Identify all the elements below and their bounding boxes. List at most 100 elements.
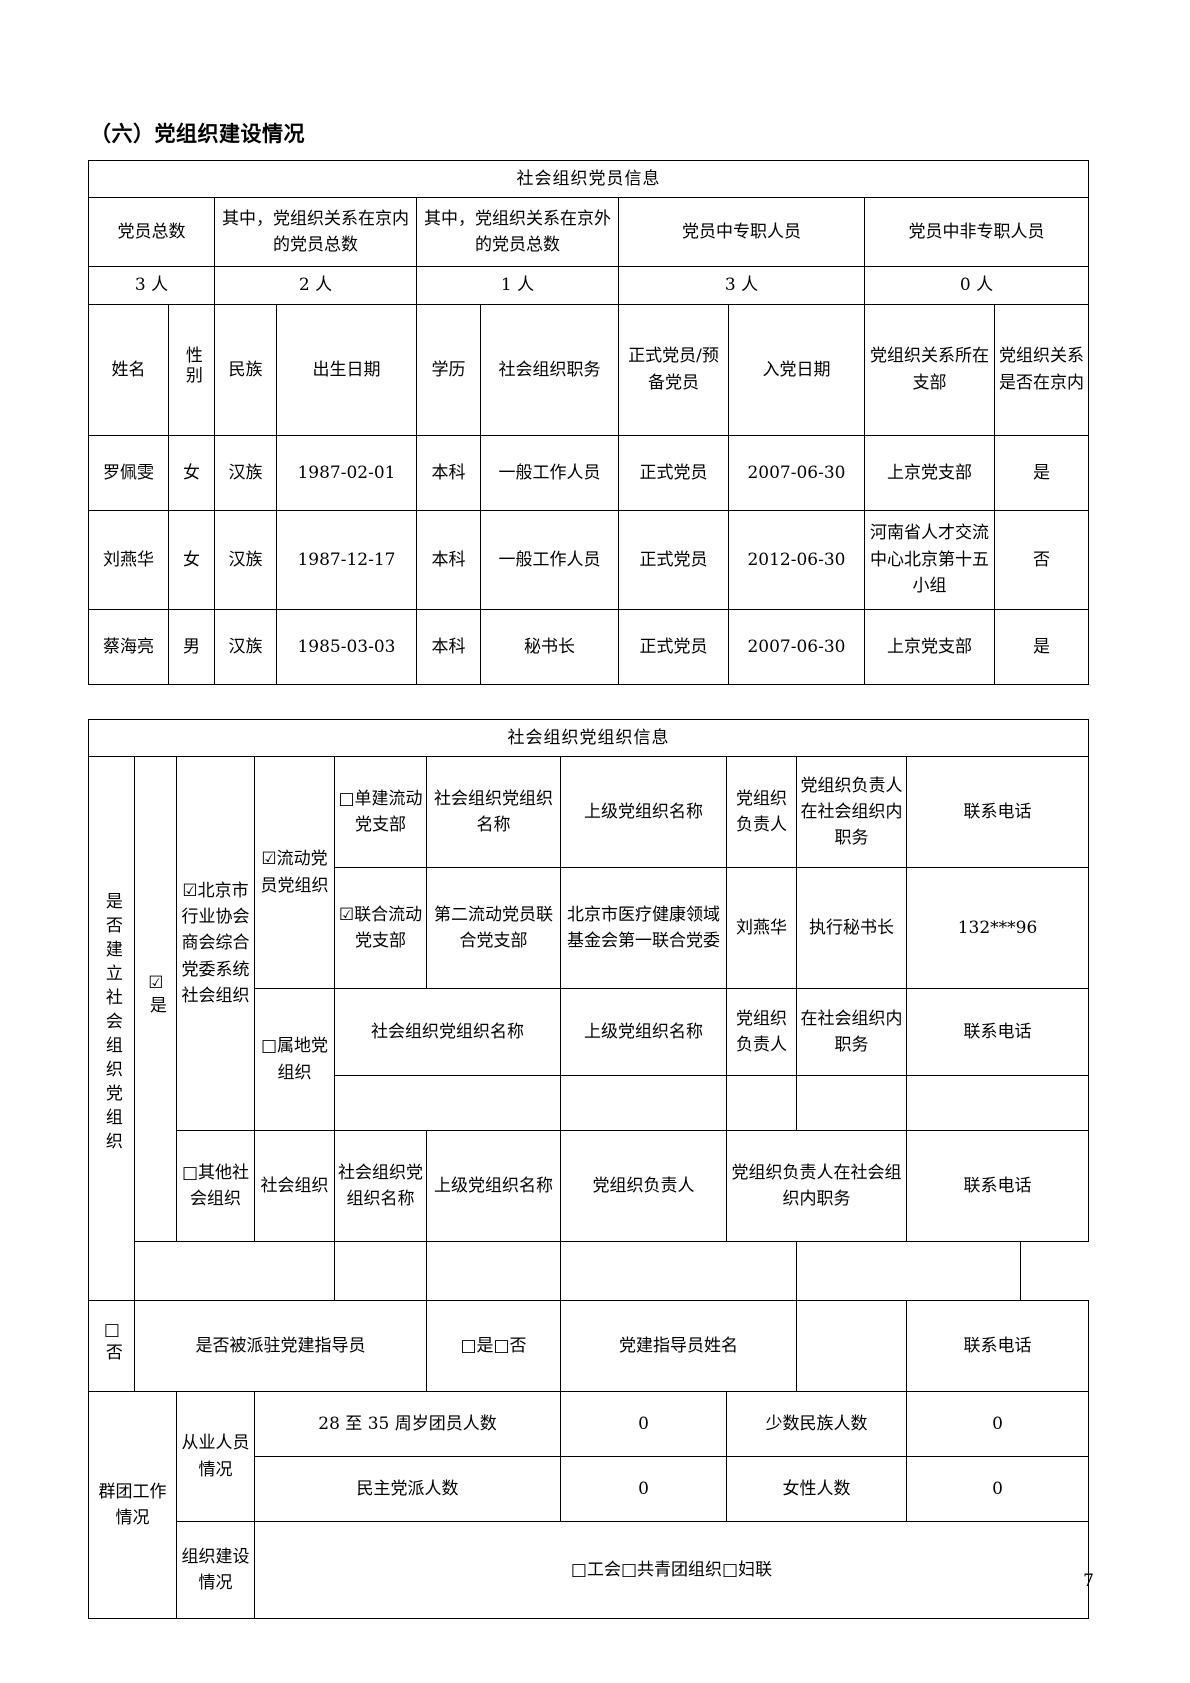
column-header-branch: 党组织关系所在支部 [864,303,995,436]
cell-member-status: 正式党员 [618,509,729,610]
cell-local-org-name [334,1075,561,1132]
branch-single-checkbox[interactable]: □单建流动党支部 [334,756,427,869]
cell-in-beijing: 否 [993,509,1090,610]
cell-other-org-name [134,1241,335,1302]
staff-value-youth: 0 [560,1391,727,1458]
cell-other-parent-org [334,1241,427,1302]
cell-ethnicity: 汉族 [214,608,277,685]
type-local-checkbox[interactable]: □属地党组织 [254,988,335,1132]
cell-floating-phone: 132***96 [905,867,1090,990]
staff-label-female: 女性人数 [726,1456,907,1523]
staff-label-minority: 少数民族人数 [726,1391,907,1458]
branch-joint-checkbox[interactable]: ☑联合流动党支部 [334,867,427,990]
category-beijing-checkbox[interactable]: ☑北京市行业协会商会综合党委系统社会组织 [176,756,255,1132]
category-other-checkbox[interactable]: □其他社会组织 [176,1130,255,1243]
party-member-table: 社会组织党员信息 党员总数 其中，党组织关系在京内的党员总数 其中，党组织关系在… [87,159,1090,685]
cell-position: 一般工作人员 [480,434,619,511]
org-no-checkbox[interactable]: □否 [88,1300,135,1393]
cell-local-leader-position [796,1075,907,1132]
cell-position: 秘书长 [480,608,619,685]
table-row [89,1241,1089,1302]
cell-birth-date: 1987-12-17 [276,509,417,610]
header-local-parent-org: 上级党组织名称 [560,988,727,1077]
cell-floating-org-name: 第二流动党员联合党支部 [426,867,561,990]
cell-branch: 河南省人才交流中心北京第十五小组 [864,509,995,610]
cell-join-date: 2012-06-30 [728,509,865,610]
staff-value-democratic: 0 [560,1456,727,1523]
table-row: 民主党派人数 0 女性人数 0 [89,1456,1090,1523]
cell-name: 刘燕华 [88,509,169,610]
cell-other-leader-position [560,1241,797,1302]
summary-value-fulltime: 3 人 [618,266,865,305]
cell-member-status: 正式党员 [618,434,729,511]
summary-header-parttime: 党员中非专职人员 [863,197,1090,268]
cell-education: 本科 [416,434,481,511]
summary-header-out-beijing: 其中，党组织关系在京外的党员总数 [416,197,619,268]
cell-birth-date: 1985-03-03 [276,608,417,685]
build-options[interactable]: □工会□共青团组织□妇联 [253,1521,1090,1620]
header-floating-org-name: 社会组织党组织名称 [426,756,561,869]
header-other-leader-position: 党组织负责人在社会组织内职务 [726,1130,907,1243]
page-number: 7 [1083,1571,1094,1591]
column-header-education: 学历 [416,303,481,436]
type-floating-checkbox[interactable]: ☑流动党员党组织 [254,756,335,990]
table-row: 刘燕华 女 汉族 1987-12-17 本科 一般工作人员 正式党员 2012-… [88,509,1090,610]
column-header-member-status: 正式党员/预备党员 [618,303,729,436]
cell-education: 本科 [416,608,481,685]
cell-local-parent-org [560,1075,727,1132]
column-header-name: 姓名 [88,303,169,436]
summary-value-parttime: 0 人 [863,266,1090,305]
cell-gender: 女 [168,434,215,511]
table-row: 组织建设情况 □工会□共青团组织□妇联 [89,1521,1090,1620]
other-org-name-label: 社会组织党组织名称 [334,1130,427,1243]
org-yes-checkbox[interactable]: ☑是 [134,756,177,1243]
column-header-position: 社会组织职务 [480,303,619,436]
other-org-label: 社会组织 [254,1130,335,1243]
header-floating-parent-org: 上级党组织名称 [560,756,727,869]
header-other-leader: 党组织负责人 [560,1130,727,1243]
cell-gender: 男 [168,608,215,685]
header-floating-leader: 党组织负责人 [726,756,797,869]
page-title: （六）党组织建设情况 [90,122,305,146]
header-local-phone: 联系电话 [905,988,1090,1077]
cell-birth-date: 1987-02-01 [276,434,417,511]
header-local-leader: 党组织负责人 [726,988,797,1077]
cell-branch: 上京党支部 [864,608,995,685]
cell-in-beijing: 是 [993,434,1090,511]
cell-local-phone [905,1075,1090,1132]
instructor-question: 是否被派驻党建指导员 [134,1300,427,1393]
cell-floating-leader: 刘燕华 [726,867,797,990]
column-header-birth-date: 出生日期 [276,303,417,436]
header-other-parent-org: 上级党组织名称 [426,1130,561,1243]
staff-label-youth: 28 至 35 周岁团员人数 [254,1391,561,1458]
staff-value-minority: 0 [905,1391,1090,1458]
cell-ethnicity: 汉族 [214,434,277,511]
table-row [89,1075,1090,1132]
table-row: ☑联合流动党支部 第二流动党员联合党支部 北京市医疗健康领域基金会第一联合党委 … [89,867,1090,990]
party-organization-table: 社会组织党组织信息 是否建立社会组织党组织 ☑是 ☑北京市行业协会商会综合党委系… [87,718,1090,1620]
summary-value-out-beijing: 1 人 [416,266,619,305]
instructor-options[interactable]: □是□否 [426,1300,561,1393]
member-table-title: 社会组织党员信息 [87,159,1090,199]
summary-header-total: 党员总数 [88,197,215,268]
instructor-name-value [796,1300,907,1393]
org-vertical-label: 是否建立社会组织党组织 [88,756,135,1302]
cell-join-date: 2007-06-30 [728,608,865,685]
mass-org-section-label: 群团工作情况 [88,1391,177,1620]
cell-floating-leader-position: 执行秘书长 [796,867,907,990]
summary-header-fulltime: 党员中专职人员 [618,197,865,268]
staff-label-democratic: 民主党派人数 [254,1456,561,1523]
cell-position: 一般工作人员 [480,509,619,610]
cell-other-phone [796,1241,1021,1302]
summary-value-total: 3 人 [88,266,215,305]
staff-situation-label: 从业人员情况 [176,1391,255,1523]
summary-header-in-beijing: 其中，党组织关系在京内的党员总数 [214,197,417,268]
cell-gender: 女 [168,509,215,610]
cell-branch: 上京党支部 [864,434,995,511]
table-row: 蔡海亮 男 汉族 1985-03-03 本科 秘书长 正式党员 2007-06-… [88,608,1090,685]
cell-join-date: 2007-06-30 [728,434,865,511]
table-row: 群团工作情况 从业人员情况 28 至 35 周岁团员人数 0 少数民族人数 0 [88,1391,1090,1620]
table-row: 罗佩雯 女 汉族 1987-02-01 本科 一般工作人员 正式党员 2007-… [88,434,1090,511]
cell-name: 罗佩雯 [88,434,169,511]
